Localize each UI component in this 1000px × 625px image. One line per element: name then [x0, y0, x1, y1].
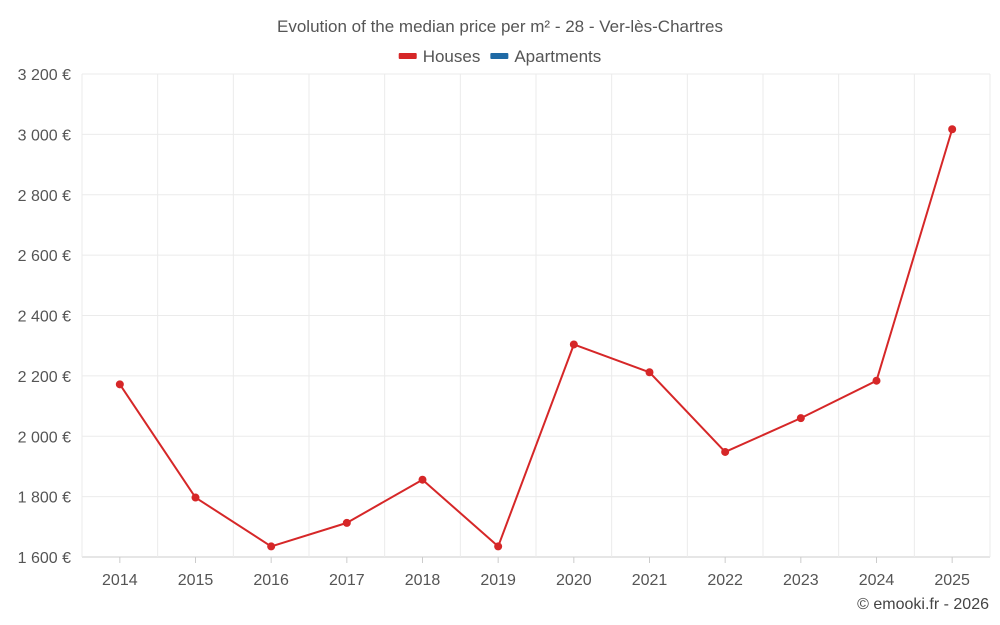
x-tick-label: 2018	[405, 572, 441, 589]
y-tick-label: 2 600 €	[18, 248, 71, 265]
x-tick-label: 2017	[329, 572, 365, 589]
legend-swatch-apartments[interactable]	[490, 53, 509, 59]
y-tick-label: 2 800 €	[18, 188, 71, 205]
data-point[interactable]	[645, 368, 654, 377]
y-tick-label: 2 400 €	[18, 309, 71, 326]
y-tick-label: 1 800 €	[18, 490, 71, 507]
x-tick-label: 2021	[632, 572, 668, 589]
x-tick-label: 2015	[178, 572, 214, 589]
y-tick-label: 2 000 €	[18, 429, 71, 446]
data-point[interactable]	[115, 380, 124, 389]
data-point[interactable]	[494, 542, 503, 551]
x-axis-ticks: 2014 2015 2016 2017 2018 2019 2020 2021 2022 2023…	[102, 557, 970, 589]
data-point[interactable]	[721, 447, 730, 456]
x-tick-label: 2024	[859, 572, 895, 589]
data-point[interactable]	[796, 414, 805, 423]
chart-series	[115, 125, 957, 551]
y-tick-label: 2 200 €	[18, 369, 71, 386]
x-tick-label: 2016	[253, 572, 289, 589]
data-point[interactable]	[872, 376, 881, 385]
legend-label-apartments: Apartments	[514, 47, 601, 66]
chart-legend: Houses Apartments	[398, 47, 601, 66]
data-point[interactable]	[948, 125, 957, 134]
data-point[interactable]	[191, 493, 200, 502]
chart-credit: © emooki.fr - 2026	[857, 596, 989, 613]
data-point[interactable]	[569, 340, 578, 349]
x-tick-label: 2019	[480, 572, 516, 589]
y-tick-label: 3 200 €	[18, 67, 71, 84]
x-tick-label: 2020	[556, 572, 592, 589]
legend-swatch-houses[interactable]	[398, 53, 417, 59]
y-tick-label: 1 600 €	[18, 550, 71, 567]
x-tick-label: 2025	[934, 572, 970, 589]
x-tick-label: 2014	[102, 572, 138, 589]
chart-title: Evolution of the median price per m² - 2…	[277, 17, 723, 36]
data-point[interactable]	[267, 542, 276, 551]
y-tick-label: 3 000 €	[18, 127, 71, 144]
data-point[interactable]	[418, 475, 427, 484]
x-tick-label: 2022	[707, 572, 743, 589]
chart-grid	[81, 73, 991, 558]
series-line-houses	[119, 128, 954, 548]
y-axis-ticks: 1 600 € 1 800 € 2 000 € 2 200 € 2 400 € 2 600…	[18, 67, 71, 567]
data-point[interactable]	[342, 518, 351, 527]
legend-label-houses: Houses	[423, 47, 481, 66]
x-tick-label: 2023	[783, 572, 819, 589]
